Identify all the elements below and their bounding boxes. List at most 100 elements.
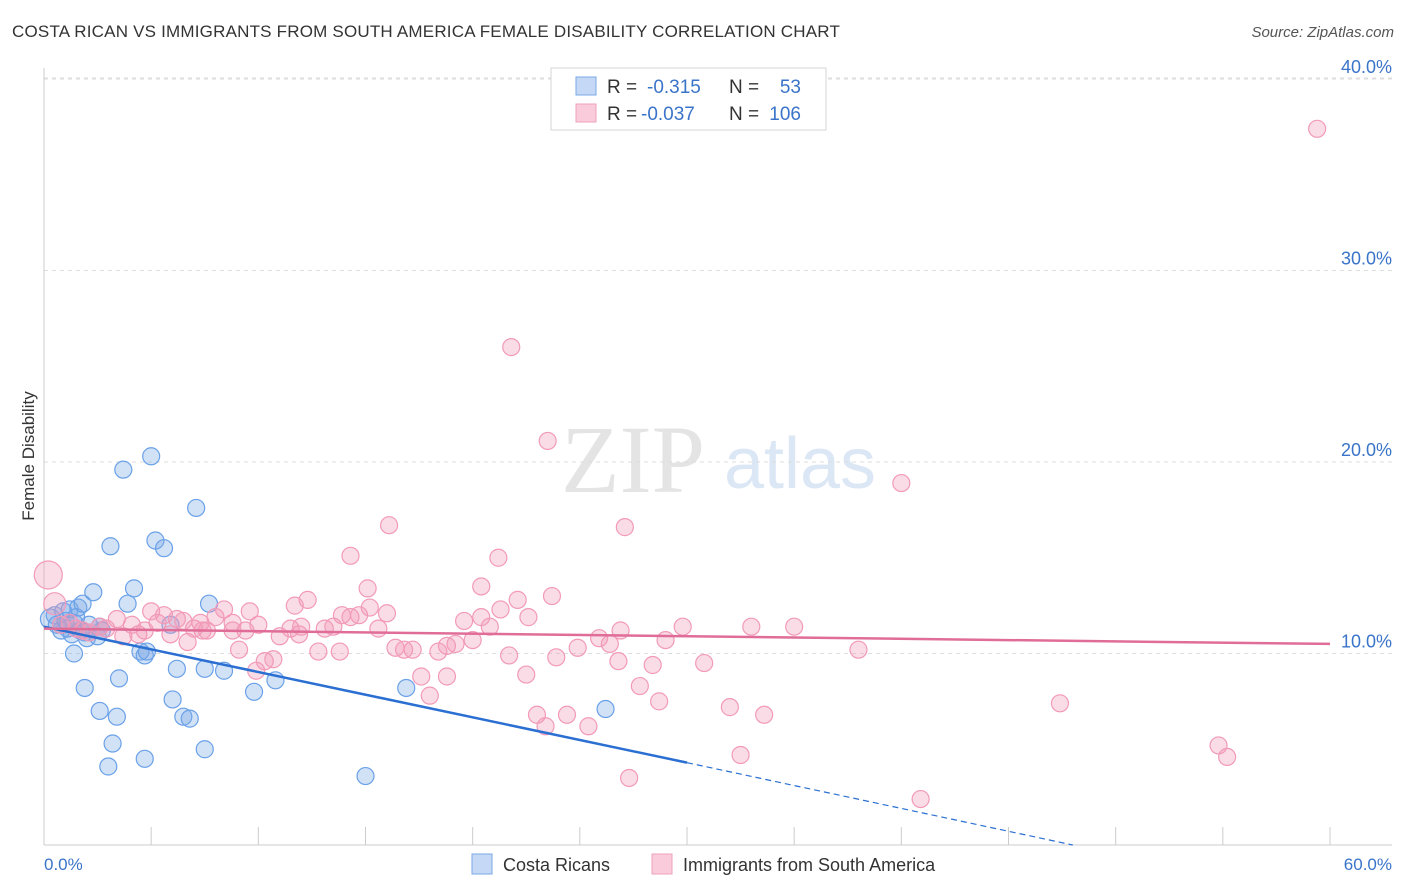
data-point — [412, 667, 431, 686]
data-point — [369, 619, 388, 638]
data-point — [403, 640, 422, 659]
data-point — [90, 617, 109, 636]
y-tick-label: 20.0% — [1341, 440, 1392, 460]
data-point — [542, 586, 562, 606]
data-point — [264, 650, 283, 669]
data-point — [73, 594, 92, 613]
data-point — [517, 665, 536, 684]
data-point — [195, 740, 214, 759]
data-point — [180, 709, 199, 728]
legend-box — [550, 67, 827, 131]
y-axis-title: Female Disability — [19, 391, 38, 521]
data-point — [519, 608, 538, 627]
chart-title: COSTA RICAN VS IMMIGRANTS FROM SOUTH AME… — [12, 22, 841, 41]
data-point — [332, 606, 352, 625]
data-point — [491, 600, 510, 619]
data-point — [849, 640, 868, 659]
series-legend-swatch-costa-ricans — [471, 853, 493, 875]
data-point — [75, 678, 94, 698]
data-point — [609, 652, 628, 671]
data-point — [124, 579, 144, 598]
series-legend-label-costa-ricans: Costa Ricans — [503, 855, 610, 875]
data-point — [64, 644, 84, 663]
data-point — [249, 615, 268, 634]
legend-r-value-1: -0.037 — [641, 104, 695, 125]
legend-n-value-1: 106 — [769, 104, 801, 125]
data-point — [731, 745, 750, 765]
data-point — [154, 539, 174, 558]
data-point — [1050, 694, 1070, 713]
data-point — [167, 659, 186, 678]
data-point — [101, 537, 120, 556]
legend-r-label-1: R = — [607, 104, 637, 125]
data-point — [114, 460, 133, 479]
data-point — [620, 768, 639, 788]
data-point — [892, 473, 911, 493]
data-point — [356, 766, 375, 786]
data-point — [142, 447, 161, 466]
trend-lines — [43, 625, 1331, 846]
data-point — [187, 498, 206, 518]
data-point — [911, 789, 930, 809]
data-point — [167, 609, 186, 629]
data-point — [1308, 119, 1327, 138]
legend-r-label-0: R = — [607, 77, 637, 98]
data-point — [103, 734, 122, 753]
data-point — [229, 640, 249, 659]
data-point — [174, 707, 193, 726]
data-point — [397, 678, 416, 698]
data-point — [673, 617, 692, 636]
data-point — [643, 655, 662, 675]
axes — [43, 68, 1392, 846]
data-point — [742, 617, 761, 636]
data-point — [285, 596, 304, 615]
data-point — [650, 692, 669, 711]
legend-n-label-1: N = — [729, 104, 759, 125]
trend-line-immigrants — [43, 627, 1331, 646]
correlation-legend: R = -0.315 N = 53 R = -0.037 N = 106 — [550, 67, 827, 131]
data-point — [785, 617, 804, 636]
data-point — [330, 642, 349, 661]
data-point — [579, 717, 598, 736]
watermark-atlas: atlas — [724, 424, 876, 504]
data-point — [358, 579, 377, 598]
data-point — [502, 338, 521, 357]
data-point — [43, 592, 67, 616]
trend-line-costa-ricans — [43, 625, 688, 764]
legend-swatch-blue — [575, 76, 597, 96]
data-point — [135, 749, 154, 768]
data-point — [596, 699, 615, 719]
series-legend-swatch-immigrants — [651, 853, 673, 875]
trend-line-costa-ricans-extension — [686, 762, 1073, 846]
data-point — [341, 546, 360, 565]
data-point — [214, 600, 234, 619]
data-point — [360, 598, 379, 617]
data-point — [446, 634, 465, 654]
data-point — [630, 676, 649, 696]
data-point — [463, 630, 482, 650]
x-tick-label-min: 0.0% — [44, 855, 83, 874]
data-point — [109, 669, 129, 688]
y-tick-labels: 10.0% 20.0% 30.0% 40.0% — [1341, 57, 1392, 652]
x-ticks — [43, 827, 1331, 845]
data-point — [500, 646, 519, 665]
data-point — [480, 617, 499, 636]
legend-n-value-0: 53 — [780, 77, 801, 98]
data-point — [137, 642, 156, 661]
data-point — [84, 583, 103, 602]
data-point — [568, 638, 587, 657]
data-point — [33, 560, 63, 590]
y-tick-label: 40.0% — [1341, 57, 1392, 77]
grid — [44, 77, 1392, 654]
data-point — [309, 642, 328, 661]
data-point — [538, 431, 557, 451]
watermark: ZIP atlas — [561, 406, 876, 513]
data-point — [377, 604, 397, 623]
data-point — [656, 630, 675, 650]
data-point — [454, 611, 474, 631]
data-point — [615, 518, 634, 537]
data-point — [163, 690, 182, 709]
source-label: Source: ZipAtlas.com — [1251, 24, 1394, 41]
series-legend: Costa Ricans Immigrants from South Ameri… — [471, 853, 936, 875]
